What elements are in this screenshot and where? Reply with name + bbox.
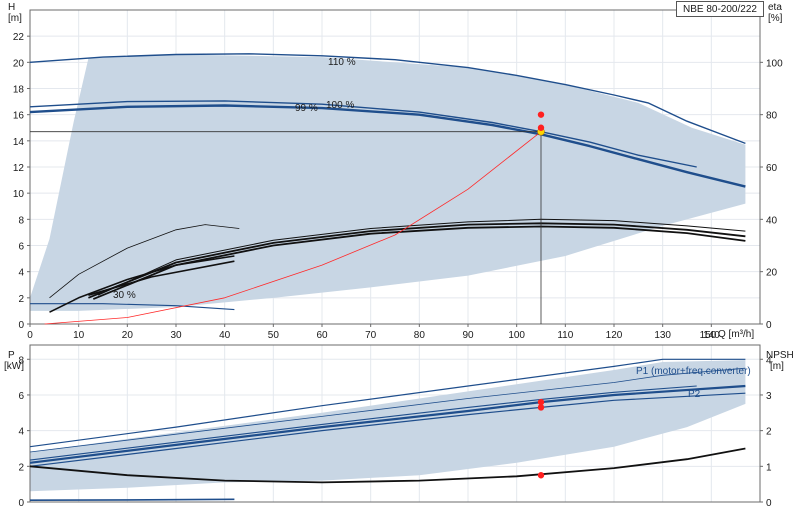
curve-label-p2: P2 bbox=[688, 389, 701, 400]
top-series-110- bbox=[29, 53, 746, 145]
duty-point-p1-marker bbox=[537, 398, 545, 406]
bottom-ytick-right: 1 bbox=[766, 462, 772, 473]
top-ylabel-left-1: H bbox=[8, 2, 16, 13]
top-series-99- bbox=[29, 104, 746, 188]
top-xtick: 80 bbox=[414, 330, 426, 341]
top-series-eta-thin-30 bbox=[49, 224, 240, 299]
duty-point-eta2-marker bbox=[537, 124, 545, 131]
bottom-ylabel-left-2: [kW] bbox=[4, 361, 24, 372]
bottom-ylabel-right-2: [m] bbox=[770, 361, 784, 372]
top-ytick-left: 22 bbox=[13, 32, 25, 43]
top-ytick-left: 18 bbox=[13, 85, 25, 96]
top-series-eta-main-2 bbox=[92, 225, 746, 300]
bottom-ylabel-right-1: NPSH bbox=[766, 350, 794, 361]
top-xtick: 120 bbox=[606, 330, 623, 341]
bottom-operating-band bbox=[30, 360, 746, 492]
top-xtick: 60 bbox=[316, 330, 328, 341]
top-series-100- bbox=[29, 100, 697, 168]
top-ytick-left: 2 bbox=[18, 294, 24, 305]
bottom-series-p1 bbox=[29, 384, 746, 464]
bottom-ytick-left: 2 bbox=[18, 462, 24, 473]
curve-label-99: 99 % bbox=[295, 103, 318, 114]
top-ytick-left: 4 bbox=[18, 268, 24, 279]
duty-point-npsh-marker bbox=[537, 472, 545, 479]
top-ytick-left: 6 bbox=[18, 242, 24, 253]
chart-title: NBE 80-200/222 bbox=[676, 1, 764, 17]
top-xtick: 100 bbox=[508, 330, 525, 341]
top-xtick: 140 bbox=[703, 330, 720, 341]
top-xtick-last: 150 bbox=[700, 330, 717, 341]
duty-point-p2-marker bbox=[537, 404, 545, 411]
top-ylabel-left-2: [m] bbox=[8, 13, 22, 24]
top-xtick: 110 bbox=[557, 330, 573, 341]
top-ytick-right: 40 bbox=[766, 215, 778, 226]
bottom-ytick-right: 4 bbox=[766, 355, 772, 366]
bottom-series-p1-110 bbox=[29, 358, 746, 448]
curve-label-110: 110 % bbox=[328, 57, 356, 68]
power-npsh-panel: 0 2 4 6 8 0 1 2 3 4 bbox=[18, 344, 772, 509]
top-xtick: 30 bbox=[170, 330, 182, 341]
top-xtick: 0 bbox=[27, 330, 33, 341]
bottom-ytick-right: 2 bbox=[766, 427, 772, 438]
top-ytick-right: 100 bbox=[766, 58, 783, 69]
top-xtick: 40 bbox=[219, 330, 231, 341]
top-ytick-right: 20 bbox=[766, 268, 778, 279]
curve-label-30: 30 % bbox=[113, 290, 136, 301]
bottom-series-p-30 bbox=[29, 498, 235, 501]
top-operating-band bbox=[30, 54, 746, 311]
top-xtick: 50 bbox=[268, 330, 280, 341]
top-ytick-left: 8 bbox=[18, 215, 24, 226]
top-series-eta-main-1 bbox=[88, 222, 746, 299]
top-ytick-left: 10 bbox=[13, 189, 25, 200]
bottom-series-p2 bbox=[29, 392, 746, 467]
duty-point-eta-marker bbox=[537, 111, 545, 118]
top-ylabel-right-2: [%] bbox=[768, 13, 783, 24]
top-ytick-right: 60 bbox=[766, 163, 778, 174]
curve-label-100: 100 % bbox=[326, 100, 355, 111]
top-xtick: 20 bbox=[122, 330, 134, 341]
top-ytick-left: 14 bbox=[13, 137, 25, 148]
top-ytick-right: 0 bbox=[766, 320, 772, 331]
top-xtick: 10 bbox=[73, 330, 85, 341]
bottom-series-p1-b bbox=[29, 385, 697, 461]
bottom-ytick-right: 0 bbox=[766, 498, 772, 509]
top-ytick-right: 80 bbox=[766, 111, 778, 122]
top-series-eta-main-3 bbox=[97, 218, 746, 296]
bottom-plot-frame bbox=[29, 344, 761, 503]
bottom-ytick-left: 0 bbox=[18, 498, 24, 509]
head-efficiency-panel: 0 2 4 6 8 10 12 14 16 18 20 22 0 20 40 60 80 100 0 10 20 30 40… bbox=[13, 9, 783, 341]
bottom-ytick-right: 3 bbox=[766, 391, 772, 402]
top-ytick-left: 20 bbox=[13, 58, 25, 69]
top-ylabel-right-1: eta bbox=[768, 2, 782, 13]
top-xtick: 130 bbox=[654, 330, 671, 341]
bottom-series-p1-100 bbox=[29, 367, 746, 453]
top-ytick-left: 16 bbox=[13, 111, 25, 122]
top-ytick-left: 12 bbox=[13, 163, 25, 174]
top-xtick: 70 bbox=[365, 330, 377, 341]
bottom-ytick-left: 4 bbox=[18, 427, 24, 438]
curve-label-p1: P1 (motor+freq.converter) bbox=[636, 366, 751, 377]
bottom-ytick-left: 6 bbox=[18, 391, 24, 402]
bottom-ylabel-left-1: P bbox=[8, 350, 15, 361]
top-ytick-left: 0 bbox=[18, 320, 24, 331]
bottom-ytick-left: 8 bbox=[18, 355, 24, 366]
top-xtick: 90 bbox=[462, 330, 474, 341]
top-series-system-curve bbox=[44, 131, 542, 325]
bottom-series-npsh bbox=[29, 447, 746, 484]
top-xlabel: Q [m³/h] bbox=[718, 329, 755, 340]
